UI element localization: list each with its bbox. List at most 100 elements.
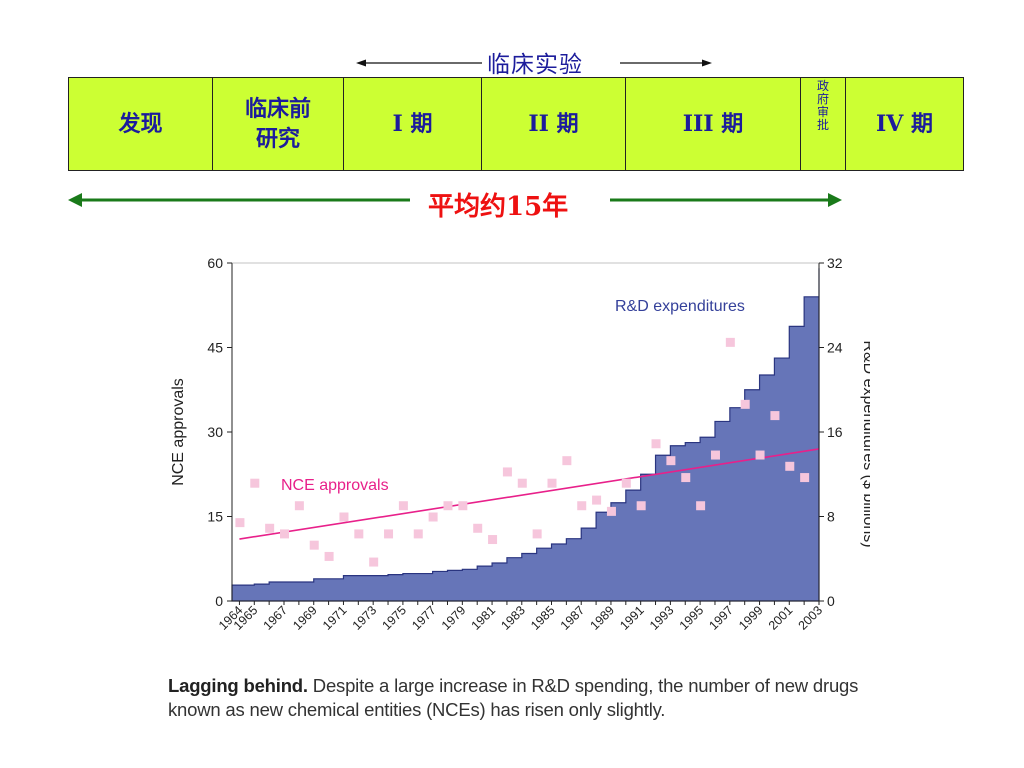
rd-expenditures-annotation: R&D expenditures <box>615 298 745 315</box>
nce-approval-point <box>725 337 735 347</box>
nce-approval-point <box>369 557 379 567</box>
left-tick-label: 15 <box>207 509 223 525</box>
stage-phase-3: III 期 <box>625 77 801 171</box>
figure-caption: Lagging behind. Despite a large increase… <box>168 674 888 722</box>
x-tick-label: 1993 <box>647 603 677 633</box>
nce-approval-point <box>473 523 483 533</box>
nce-approval-point <box>488 535 498 545</box>
approval-char-4: 批 <box>816 118 829 132</box>
stage-phase-4: IV 期 <box>845 77 964 171</box>
right-tick-label: 32 <box>827 255 843 271</box>
drug-development-stages: 发现 临床前 研究 I 期 II 期 III 期 政 府 审 批 IV 期 <box>68 77 964 171</box>
clinical-trials-label: 临床实验 <box>487 52 583 78</box>
caption-bold: Lagging behind. <box>168 675 308 696</box>
nce-approval-point <box>710 450 720 460</box>
nce-points-layer <box>235 337 810 567</box>
nce-approval-point <box>651 439 661 449</box>
nce-approval-point <box>413 529 423 539</box>
clinical-trials-header: 临床实验 <box>0 44 1024 78</box>
x-tick-label: 2001 <box>766 603 796 633</box>
x-tick-label: 1971 <box>320 603 350 633</box>
chart-axes <box>227 262 824 605</box>
nce-approval-point <box>235 518 245 528</box>
nce-approval-point <box>398 501 408 511</box>
nce-approval-point <box>562 456 572 466</box>
x-tick-label: 1979 <box>439 603 469 633</box>
nce-approval-point <box>621 478 631 488</box>
x-tick-label: 2003 <box>796 603 826 633</box>
nce-approval-point <box>606 506 616 516</box>
caption-text: Despite a large increase in R&D spending… <box>168 675 859 720</box>
nce-approval-point <box>280 529 290 539</box>
nce-trend-line <box>239 448 820 540</box>
x-tick-label: 1975 <box>379 603 409 633</box>
x-tick-label: 1987 <box>558 603 588 633</box>
x-tick-label: 1989 <box>588 603 618 633</box>
right-tick-label: 24 <box>827 340 843 356</box>
stage-preclinical: 临床前 研究 <box>212 77 344 171</box>
nce-trend-line-layer <box>239 448 820 540</box>
x-tick-label: 1995 <box>677 603 707 633</box>
average-duration-row: 平均约15年 <box>0 182 1024 222</box>
nce-approval-point <box>681 473 691 483</box>
nce-approval-point <box>785 461 795 471</box>
clinical-trials-arrows <box>356 59 712 67</box>
nce-approval-point <box>755 450 765 460</box>
nce-approval-point <box>547 478 557 488</box>
left-tick-label: 60 <box>207 255 223 271</box>
stage-preclinical-line-2: 研究 <box>255 126 300 152</box>
nce-approval-point <box>502 467 512 477</box>
duration-arrow <box>68 193 842 207</box>
x-tick-label: 1967 <box>261 603 291 633</box>
left-tick-label: 30 <box>207 424 223 440</box>
right-tick-label: 8 <box>827 509 835 525</box>
approval-char-3: 审 <box>816 105 829 119</box>
nce-approval-point <box>770 411 780 421</box>
stage-government-approval: 政 府 审 批 <box>800 77 846 171</box>
x-tick-label: 1985 <box>528 603 558 633</box>
nce-approval-point <box>265 523 275 533</box>
x-tick-label: 1999 <box>736 603 766 633</box>
x-tick-label: 1997 <box>706 603 736 633</box>
nce-approval-point <box>696 501 706 511</box>
approval-char-2: 府 <box>816 92 829 106</box>
nce-approval-point <box>800 473 810 483</box>
left-tick-label: 45 <box>207 340 223 356</box>
nce-approval-point <box>309 540 319 550</box>
rd-expenditure-area <box>231 268 820 602</box>
approval-char-1: 政 <box>816 79 829 93</box>
nce-approvals-annotation: NCE approvals <box>281 477 389 494</box>
nce-approval-point <box>517 478 527 488</box>
average-duration-label: 平均约15年 <box>428 192 569 222</box>
nce-approval-point <box>636 501 646 511</box>
nce-approval-point <box>443 501 453 511</box>
x-tick-label: 1977 <box>409 603 439 633</box>
nce-approval-point <box>428 512 438 522</box>
nce-approval-point <box>294 501 304 511</box>
right-axis-title: R&D expenditures ($ billions) <box>860 340 870 547</box>
right-tick-label: 16 <box>827 424 843 440</box>
rd-expenditure-area-layer <box>231 268 820 602</box>
nce-approval-point <box>324 551 334 561</box>
nce-approval-point <box>740 399 750 409</box>
x-tick-label: 1973 <box>350 603 380 633</box>
right-tick-label: 0 <box>827 593 835 609</box>
stage-phase-1: I 期 <box>343 77 482 171</box>
nce-approval-point <box>577 501 587 511</box>
stage-discovery: 发现 <box>68 77 213 171</box>
x-tick-label: 1991 <box>617 603 647 633</box>
x-tick-label: 1969 <box>290 603 320 633</box>
nce-approval-point <box>384 529 394 539</box>
x-tick-label: 1981 <box>469 603 499 633</box>
left-axis-title: NCE approvals <box>170 378 187 486</box>
stage-phase-2: II 期 <box>481 77 626 171</box>
nce-approval-point <box>250 478 260 488</box>
nce-approval-point <box>532 529 542 539</box>
nce-approval-point <box>354 529 364 539</box>
left-tick-label: 0 <box>215 593 223 609</box>
nce-approval-point <box>458 501 468 511</box>
nce-approval-point <box>592 495 602 505</box>
x-tick-label: 1983 <box>498 603 528 633</box>
nce-approval-point <box>666 456 676 466</box>
